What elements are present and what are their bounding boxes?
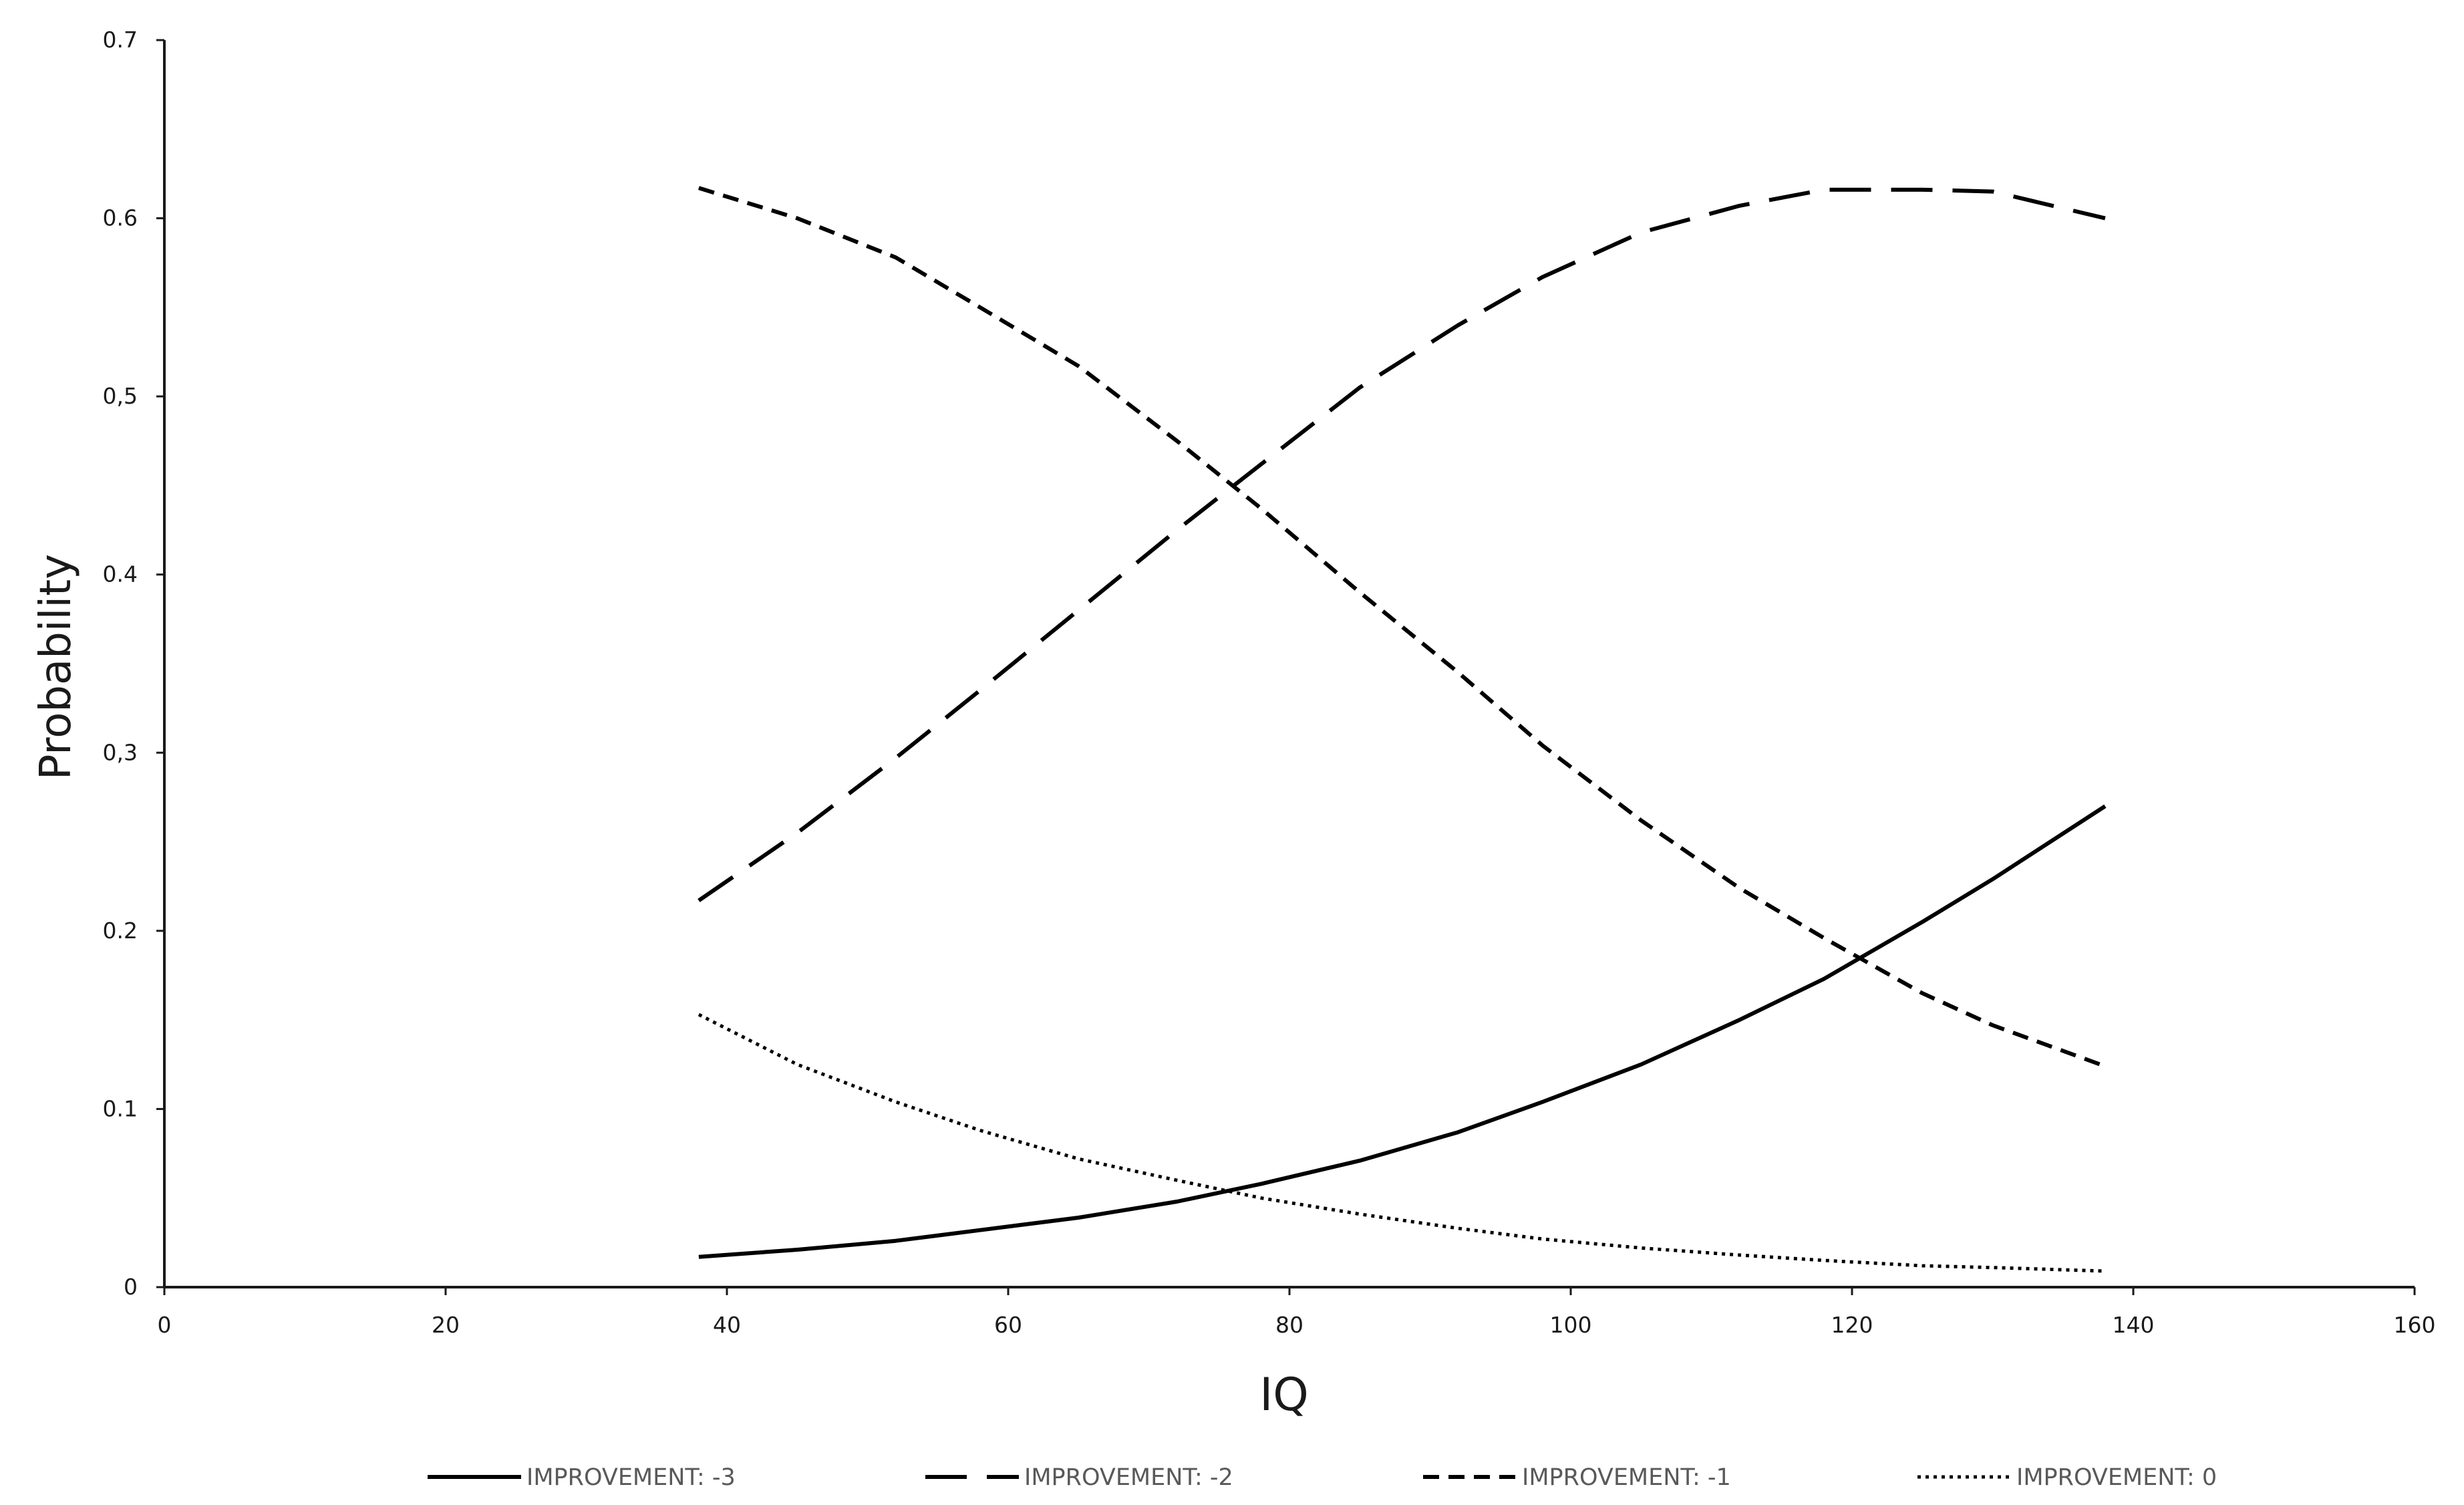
y-axis-title: Probability — [31, 554, 81, 780]
legend-label-4: IMPROVEMENT: 0 — [2016, 1464, 2217, 1491]
series-line-1 — [698, 804, 2107, 1259]
x-tick-label: 60 — [994, 1312, 1022, 1338]
x-tick-label: 40 — [713, 1312, 741, 1338]
x-tick-label: 0 — [158, 1312, 172, 1338]
series-line-4 — [698, 1012, 2105, 1273]
y-tick-label: 0.1 — [103, 1095, 138, 1121]
y-tick-label: 0.6 — [103, 205, 138, 231]
y-tick-label: 0.4 — [103, 561, 138, 587]
series-line-2 — [698, 187, 2106, 902]
x-tick-label: 80 — [1275, 1312, 1303, 1338]
x-tick-label: 100 — [1550, 1312, 1592, 1338]
legend-label-1: IMPROVEMENT: -3 — [526, 1464, 736, 1491]
y-axis-ticks: 0 0.1 0.2 0,3 0.4 0,5 0.6 0.7 — [103, 27, 164, 1300]
legend-label-2: IMPROVEMENT: -2 — [1024, 1464, 1233, 1491]
y-tick-label: 0 — [124, 1274, 138, 1300]
y-tick-label: 0,5 — [103, 383, 138, 409]
legend: IMPROVEMENT: -3 IMPROVEMENT: -2 IMPROVEMEN… — [428, 1464, 2217, 1491]
x-tick-label: 140 — [2113, 1312, 2155, 1338]
y-tick-label: 0.7 — [103, 27, 138, 53]
series-line-3 — [698, 186, 2106, 1069]
axes — [163, 40, 2415, 1288]
x-axis-title: IQ — [1259, 1369, 1309, 1421]
x-tick-label: 20 — [432, 1312, 460, 1338]
x-axis-ticks: 0 20 40 60 80 100 120 140 160 — [158, 1287, 2436, 1338]
x-tick-label: 120 — [1831, 1312, 1873, 1338]
y-tick-label: 0,3 — [103, 739, 138, 765]
x-tick-label: 160 — [2394, 1312, 2436, 1338]
plot-area — [698, 186, 2107, 1273]
y-tick-label: 0.2 — [103, 918, 138, 944]
legend-label-3: IMPROVEMENT: -1 — [1522, 1464, 1731, 1491]
